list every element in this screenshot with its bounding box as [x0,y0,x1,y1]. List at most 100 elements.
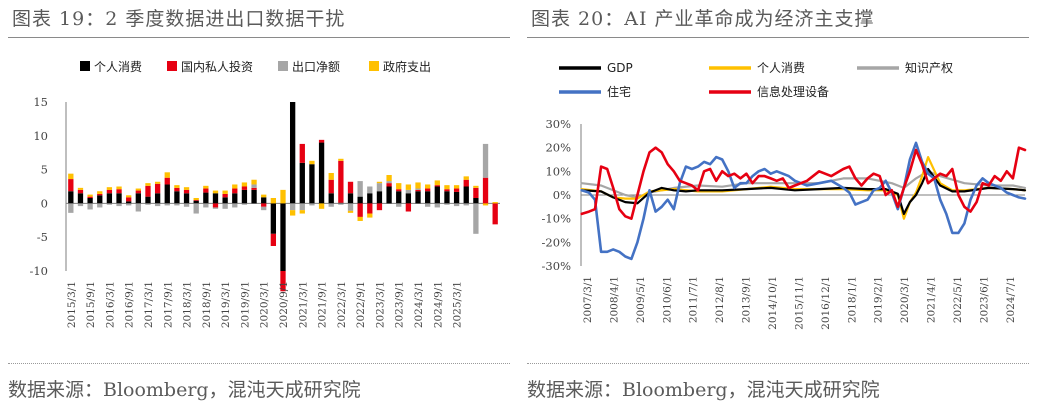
bar-segment [261,194,267,198]
legend-label: 国内私人投资 [181,59,253,74]
bar-segment [222,197,228,204]
bar-segment [212,207,219,209]
right-title-divider [527,37,1029,38]
bar-segment [241,189,248,204]
x-tick-label: 2016/3/1 [104,281,116,328]
bar-segment [444,203,450,205]
legend-swatch [80,61,90,71]
bar-segment [183,187,190,190]
bar-segment [357,216,363,221]
legend-swatch [167,61,177,71]
right-source-note: 数据来源：Bloomberg，混沌天成研究院 [527,379,880,401]
bar-segment [106,203,113,205]
bar-segment [135,188,141,191]
bar-segment [415,189,421,192]
bar-segment [367,203,373,214]
bar-segment [434,203,440,208]
bar-segment [232,203,238,208]
bar-segment [77,189,84,194]
x-tick-label: 2025/3/1 [452,281,464,328]
bar-segment [203,203,209,208]
bar-segment [309,203,315,206]
bar-segment [203,188,209,193]
bar-segment [77,193,84,204]
bar-segment [453,203,460,207]
bar-segment [328,193,334,204]
bar-segment [347,203,354,211]
x-tick-label: 2015/3/1 [66,281,78,328]
bar-segment [463,176,469,180]
bar-segment [415,188,421,190]
legend-label: 政府支出 [383,59,431,74]
bar-segment [241,186,248,190]
left-source-divider [8,363,510,364]
y-tick-label: -30% [542,259,572,273]
bar-segment [299,143,305,163]
bar-segment [270,197,277,204]
bar-segment [87,197,93,204]
bar-segment [492,202,498,204]
bar-segment [376,191,383,204]
bar-segment [68,203,74,213]
bar-segment [164,172,170,178]
legend-label: 个人消费 [94,60,142,74]
bar-segment [280,203,286,271]
series-line [580,141,1027,261]
bar-segment [106,187,113,190]
x-tick-label: 2009/5/1 [635,276,647,323]
bar-segment [222,190,228,194]
bar-segment [87,203,93,210]
bar-segment [415,191,421,204]
legend-label: 出口净额 [292,60,340,74]
bar-segment [241,182,248,187]
series-line [580,156,1027,220]
bar-segment [154,183,161,194]
bar-segment [135,190,141,194]
bar-segment [174,191,180,204]
bar-segment [126,203,132,206]
x-tick-label: 2016/9/1 [124,281,136,328]
legend-swatch [369,61,379,71]
bar-segment [318,203,325,209]
bar-segment [376,181,383,184]
bar-segment [396,189,402,192]
x-tick-label: 2019/9/1 [239,281,251,328]
bar-segment [203,192,209,204]
bar-segment [367,186,373,194]
bar-segment [251,189,257,204]
right-source-divider [527,363,1029,364]
bar-segment [174,185,180,188]
x-tick-label: 2017/9/1 [162,281,174,328]
y-tick-label: 10% [545,164,571,178]
bar-segment [183,203,190,207]
bar-segment [386,175,392,182]
bar-segment [376,203,383,211]
x-tick-label: 2015/9/1 [85,281,97,328]
bar-segment [251,184,257,188]
bar-segment [463,203,469,206]
bar-segment [280,271,286,292]
bar-segment [116,203,122,207]
bar-segment [164,177,170,185]
left-bar-chart: 个人消费 国内私人投资 出口净额 政府支出 15 10 5 0 -5 -10 2015/3/1 201… [29,59,500,328]
bar-segment [444,189,450,192]
x-tick-label: 2018/1/1 [846,276,858,323]
x-tick-label: 2020/3/1 [259,281,271,328]
bar-segment [367,213,373,218]
bar-segment [183,189,190,194]
bar-segment [425,203,431,207]
bar-segment [126,201,132,204]
x-tick-label: 2024/3/1 [413,281,425,328]
bar-segment [357,181,363,197]
bar-segment [299,162,305,204]
bar-segment [193,200,199,201]
bar-segment [77,187,84,190]
bar-segment [232,184,238,189]
bar-segment [357,196,363,204]
bar-segment [212,190,219,194]
bar-segment [405,184,412,190]
bar-segment [241,203,248,205]
x-tick-label: 2018/3/1 [182,281,194,328]
bar-segment [68,191,74,204]
x-tick-label: 2012/8/1 [714,276,726,323]
